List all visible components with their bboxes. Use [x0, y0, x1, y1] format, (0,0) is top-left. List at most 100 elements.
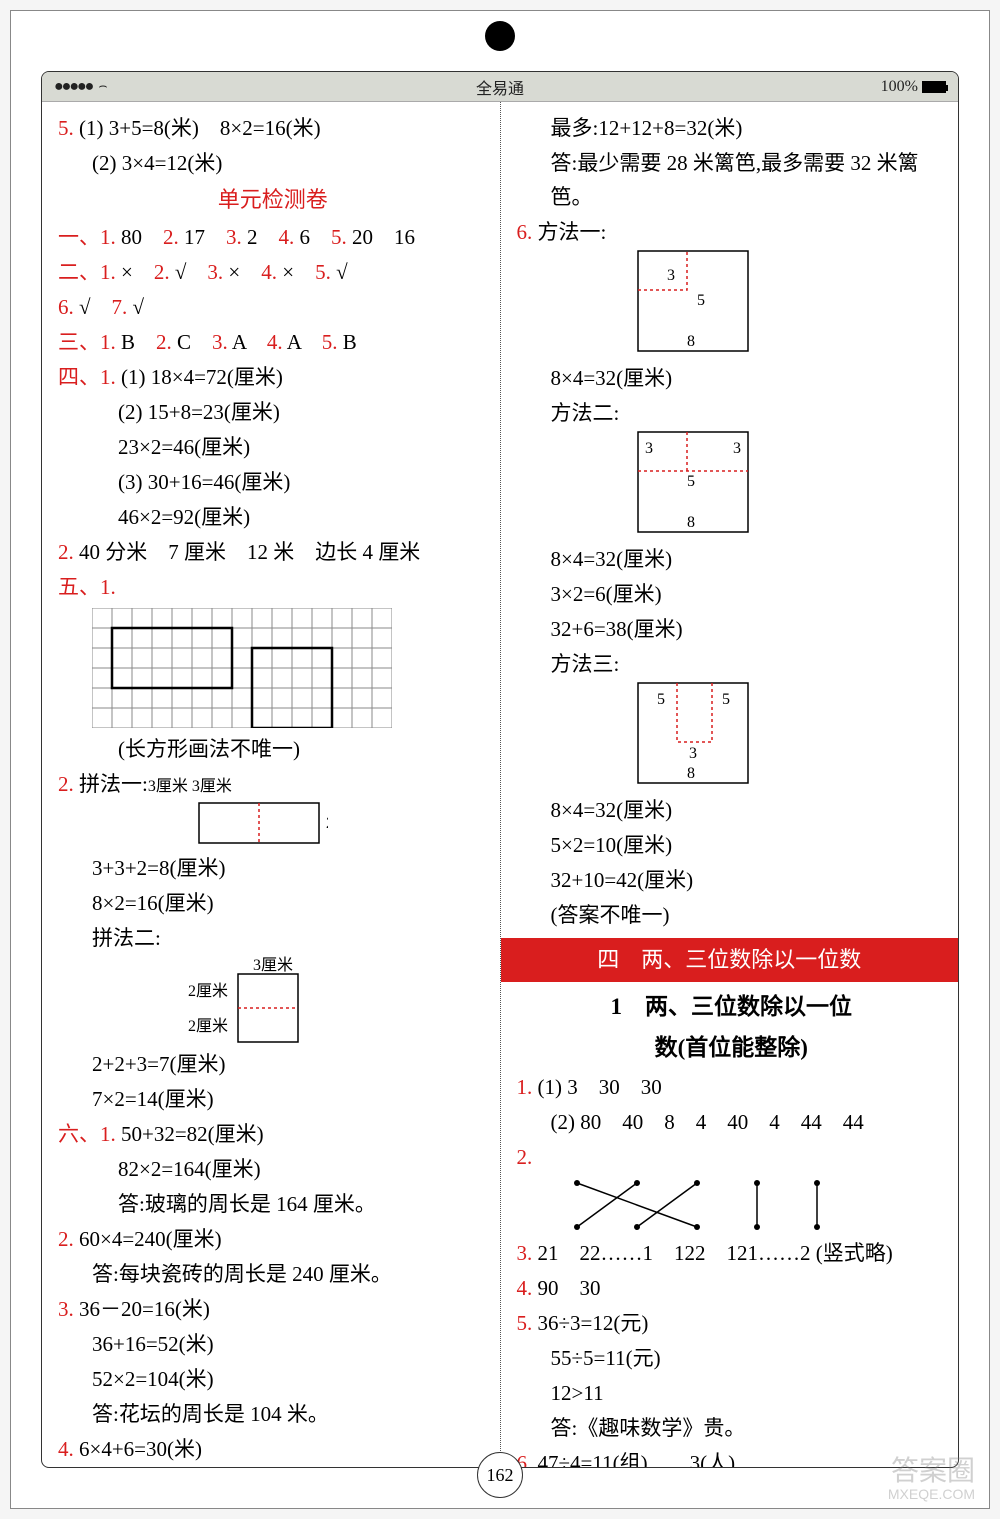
label: 六、1. — [58, 1122, 116, 1146]
n2: 2. — [154, 260, 170, 284]
v: 90 30 — [538, 1276, 601, 1300]
rq5c: 12>11 — [517, 1376, 947, 1410]
v: 40 分米 7 厘米 12 米 边长 4 厘米 — [79, 540, 420, 564]
svg-text:5: 5 — [697, 292, 705, 309]
m2-figure: 3 3 5 8 — [637, 431, 767, 541]
grid-caption: (长方形画法不唯一) — [58, 732, 488, 766]
v: A — [232, 330, 267, 354]
v: 36－20=16(米) — [79, 1297, 210, 1321]
v: 47÷4=11(组)……3(人) — [538, 1451, 736, 1468]
text: (1) 3+5=8(米) 8×2=16(米) — [79, 116, 321, 140]
m2-l3: 32+6=38(厘米) — [517, 612, 947, 646]
m1: 6. 方法一: — [517, 215, 947, 249]
watermark-main: 答案圈 — [891, 1455, 975, 1486]
sec5: 五、1. — [58, 570, 488, 604]
label: 二、1. — [58, 260, 116, 284]
s6-3c: 52×2=104(米) — [58, 1362, 488, 1396]
n4: 4. — [517, 1276, 533, 1300]
v: × — [121, 260, 154, 284]
label: 三、1. — [58, 330, 116, 354]
section-title-b: 数(首位能整除) — [517, 1029, 947, 1066]
s6-4b: 答:至少要用 30 米篱笆。 — [58, 1467, 488, 1468]
content-frame: ●●●●● ⌢ 全易通 100% 5. (1) 3+5=8(米) 8×2=16(… — [41, 71, 959, 1468]
svg-text:2厘米: 2厘米 — [326, 814, 328, 832]
rq5d: 答:《趣味数学》贵。 — [517, 1411, 947, 1445]
page: ●●●●● ⌢ 全易通 100% 5. (1) 3+5=8(米) 8×2=16(… — [10, 10, 990, 1509]
sec4-4: (3) 30+16=46(厘米) — [58, 465, 488, 499]
label: 四、1. — [58, 365, 116, 389]
grid-figure — [92, 608, 392, 728]
n2: 2. — [58, 540, 74, 564]
svg-text:8: 8 — [687, 514, 695, 531]
v: 拼法一: — [79, 772, 148, 796]
left-column: 5. (1) 3+5=8(米) 8×2=16(米) (2) 3×4=12(米) … — [42, 102, 501, 1467]
v: √ — [79, 295, 112, 319]
num-5: 5. — [58, 116, 74, 140]
n4: 4. — [58, 1437, 74, 1461]
pf2-l1: 2+2+3=7(厘米) — [58, 1047, 488, 1081]
q5-line2: (2) 3×4=12(米) — [58, 146, 488, 180]
sec4-3: 23×2=46(厘米) — [58, 430, 488, 464]
v: (1) 3 30 30 — [538, 1075, 662, 1099]
rq1-2: (2) 80 40 8 4 40 4 44 44 — [517, 1105, 947, 1139]
v: B — [121, 330, 156, 354]
n3: 3. — [226, 225, 242, 249]
svg-text:5: 5 — [687, 473, 695, 490]
status-left: ●●●●● ⌢ — [54, 78, 108, 96]
svg-text:3: 3 — [645, 440, 653, 457]
sec3: 三、1. B 2. C 3. A 4. A 5. B — [58, 325, 488, 359]
sec4-2: (2) 15+8=23(厘米) — [58, 395, 488, 429]
section-title-a: 1 两、三位数除以一位 — [517, 988, 947, 1025]
n3: 3. — [212, 330, 228, 354]
v: 20 16 — [352, 225, 415, 249]
rq6a: 6. 47÷4=11(组)……3(人) — [517, 1446, 947, 1468]
n5: 5. — [322, 330, 338, 354]
s6-1c: 答:玻璃的周长是 164 厘米。 — [58, 1187, 488, 1221]
n3: 3. — [58, 1297, 74, 1321]
s6-3b: 36+16=52(米) — [58, 1327, 488, 1361]
m1-l1: 8×4=32(厘米) — [517, 361, 947, 395]
s6-1a: 六、1. 50+32=82(厘米) — [58, 1117, 488, 1151]
m3-l3: 32+10=42(厘米) — [517, 863, 947, 897]
pf2: 拼法二: — [58, 921, 488, 955]
v: 6 — [300, 225, 332, 249]
v: 17 — [184, 225, 226, 249]
v: 80 — [121, 225, 163, 249]
status-title: 全易通 — [476, 75, 524, 99]
n1: 1. — [517, 1075, 533, 1099]
m1-figure: 3 5 8 — [637, 250, 767, 360]
rq2: 2. — [517, 1140, 947, 1174]
v: × — [282, 260, 315, 284]
v: 2 — [247, 225, 279, 249]
binding-dot — [485, 21, 515, 51]
n2: 2. — [58, 772, 74, 796]
pf1-figure: 2厘米 — [198, 802, 328, 850]
m3: 方法三: — [517, 647, 947, 681]
sec4-5: 46×2=92(厘米) — [58, 500, 488, 534]
m2-l1: 8×4=32(厘米) — [517, 542, 947, 576]
v: 拼法二: — [92, 926, 161, 950]
n6: 6. — [517, 220, 533, 244]
v: (1) 18×4=72(厘米) — [121, 365, 283, 389]
watermark: 答案圈 MXEQE.COM — [888, 1456, 975, 1502]
n6: 6. — [58, 295, 74, 319]
s6-3a: 3. 36－20=16(米) — [58, 1292, 488, 1326]
n3: 3. — [517, 1241, 533, 1265]
v: 36÷3=12(元) — [538, 1311, 649, 1335]
n5: 5. — [331, 225, 347, 249]
s6-4a: 4. 6×4+6=30(米) — [58, 1432, 488, 1466]
pf2-figure: 3厘米 2厘米 2厘米 — [178, 956, 338, 1046]
svg-text:5: 5 — [657, 691, 665, 708]
n4: 4. — [279, 225, 295, 249]
pf1-l1: 3+3+2=8(厘米) — [58, 851, 488, 885]
right-column: 最多:12+12+8=32(米) 答:最少需要 28 米篱笆,最多需要 32 米… — [501, 102, 959, 1467]
s6-2a: 2. 60×4=240(厘米) — [58, 1222, 488, 1256]
v: 60×4=240(厘米) — [79, 1227, 222, 1251]
svg-text:5: 5 — [722, 691, 730, 708]
n5: 5. — [517, 1311, 533, 1335]
v: 21 22……1 122 121……2 (竖式略) — [538, 1241, 893, 1265]
sec2: 二、1. × 2. √ 3. × 4. × 5. √ — [58, 255, 488, 289]
m3-l2: 5×2=10(厘米) — [517, 828, 947, 862]
n7: 7. — [112, 295, 128, 319]
n2: 2. — [58, 1227, 74, 1251]
